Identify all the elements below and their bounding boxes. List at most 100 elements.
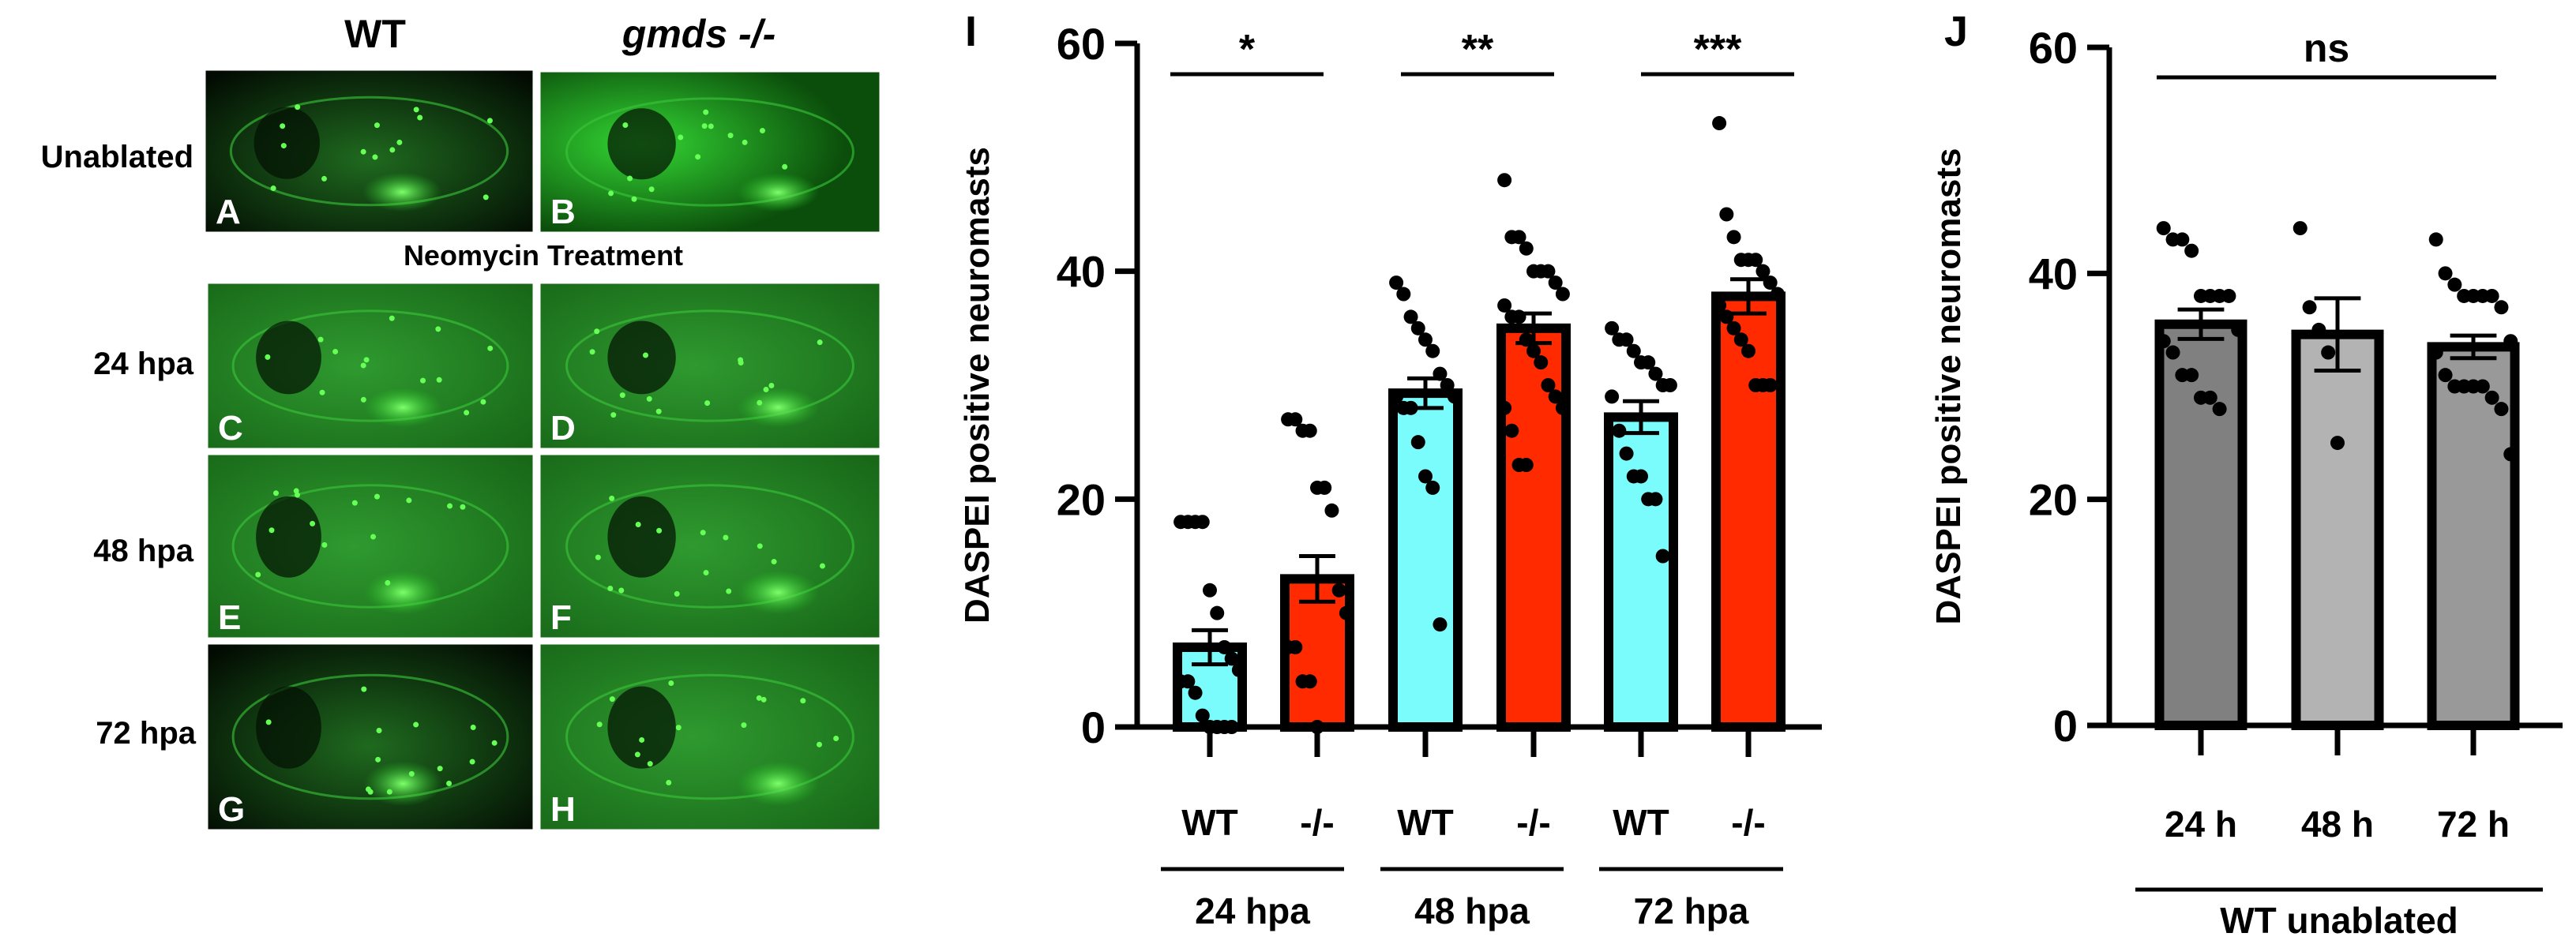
data-point: [1756, 264, 1771, 279]
neuromast-dot: [817, 339, 823, 346]
panel-letter: G: [218, 790, 245, 829]
x-tick-label: 24 h: [2165, 804, 2237, 845]
data-point: [1389, 275, 1404, 290]
column-header-wt: WT: [344, 12, 406, 56]
larva-gut: [363, 570, 443, 615]
neuromast-dot: [376, 728, 382, 734]
neuromast-dot: [678, 134, 684, 141]
micrograph-e: E: [205, 452, 535, 640]
neuromast-dot: [608, 190, 614, 197]
larva-eye: [607, 686, 676, 769]
data-point: [1497, 400, 1512, 415]
larva-outline: [231, 673, 509, 800]
micrograph-image: [538, 642, 882, 832]
y-axis-label: DASPEI positive neuromasts: [1929, 148, 1968, 625]
column-header-gmds: gmds -/-: [621, 12, 775, 56]
data-point: [2428, 345, 2443, 360]
neuromast-dot: [656, 527, 663, 534]
panel-letter: H: [550, 790, 576, 829]
data-point: [1288, 639, 1303, 654]
y-axis-label: DASPEI positive neuromasts: [958, 147, 997, 624]
treatment-label: Neomycin Treatment: [404, 239, 683, 272]
data-point: [1231, 662, 1246, 677]
micrograph-a: A: [203, 68, 535, 234]
larva-eye: [607, 320, 676, 395]
neuromast-dot: [413, 721, 419, 728]
data-point: [1217, 639, 1232, 654]
micrograph-f: F: [538, 452, 882, 640]
micrograph-h: H: [538, 642, 882, 832]
data-point: [1195, 515, 1210, 530]
data-point: [2321, 345, 2336, 360]
neuromast-dot: [674, 590, 680, 597]
data-point: [2494, 402, 2509, 417]
data-point: [1519, 241, 1534, 256]
data-point: [1403, 309, 1418, 324]
neuromast-dot: [268, 527, 275, 534]
neuromast-dot: [321, 541, 328, 548]
larva-gut: [737, 387, 820, 428]
neuromast-dot: [771, 559, 777, 565]
significance-label: **: [1462, 27, 1494, 73]
neuromast-dot: [760, 696, 767, 703]
x-tick-label: 72 h: [2437, 804, 2510, 845]
neuromast-dot: [265, 719, 272, 725]
data-point: [1433, 617, 1448, 632]
neuromast-dot: [727, 133, 734, 139]
neuromast-dot: [460, 504, 466, 510]
data-point: [2165, 345, 2180, 360]
data-point: [1210, 605, 1225, 620]
neuromast-dot: [763, 387, 769, 393]
neuromast-dot: [272, 490, 279, 496]
data-point: [1655, 549, 1670, 564]
micrograph-b: B: [538, 69, 882, 234]
row-label-unablated: Unablated: [41, 140, 193, 174]
micrograph-c: C: [205, 281, 535, 451]
neuromast-dot: [332, 348, 339, 354]
data-point: [2175, 232, 2190, 247]
data-point: [1526, 343, 1541, 358]
data-point: [1195, 708, 1210, 723]
neuromast-dot: [668, 680, 674, 686]
data-point: [1511, 230, 1526, 245]
data-point: [1534, 355, 1549, 370]
data-point: [1418, 332, 1433, 347]
y-tick-label: 20: [1057, 474, 1106, 524]
neuromast-dot: [622, 122, 629, 129]
neuromast-dot: [370, 534, 377, 540]
neuromast-dot: [595, 554, 601, 560]
micrograph-image: [205, 281, 535, 451]
neuromast-dot: [589, 349, 595, 355]
data-point: [2484, 390, 2499, 405]
data-point: [1619, 446, 1634, 461]
significance-label: ns: [2304, 26, 2349, 70]
neuromast-dot: [265, 354, 271, 360]
x-tick-label: 48 h: [2301, 804, 2374, 845]
panel-letter: C: [218, 409, 243, 448]
chart-j: J DASPEI positive neuromasts 0 20 40 60 24 h 48…: [1929, 8, 2563, 941]
larva-eye: [256, 496, 321, 578]
data-point: [1188, 685, 1203, 700]
neuromast-dot: [607, 586, 614, 592]
panel-letter: F: [550, 598, 572, 637]
y-tick-label: 0: [2053, 701, 2078, 751]
larva-outline: [565, 484, 854, 609]
neuromast-dot: [280, 143, 287, 149]
data-point: [2231, 322, 2246, 337]
bar: [1711, 291, 1786, 733]
neuromast-dot: [675, 725, 682, 731]
data-point: [1648, 492, 1663, 507]
data-point: [2302, 300, 2317, 315]
data-point: [1555, 287, 1570, 302]
neuromast-dot: [270, 185, 276, 192]
data-point: [1726, 320, 1741, 335]
neuromast-dot: [738, 360, 744, 366]
data-point: [1203, 583, 1217, 598]
data-point: [1548, 389, 1563, 404]
neuromast-dot: [610, 412, 617, 418]
neuromast-dot: [655, 408, 662, 414]
data-point: [1712, 116, 1727, 131]
panel-letter: E: [218, 598, 241, 637]
group-label: 24 hpa: [1195, 890, 1310, 931]
neuromast-dot: [367, 789, 374, 795]
